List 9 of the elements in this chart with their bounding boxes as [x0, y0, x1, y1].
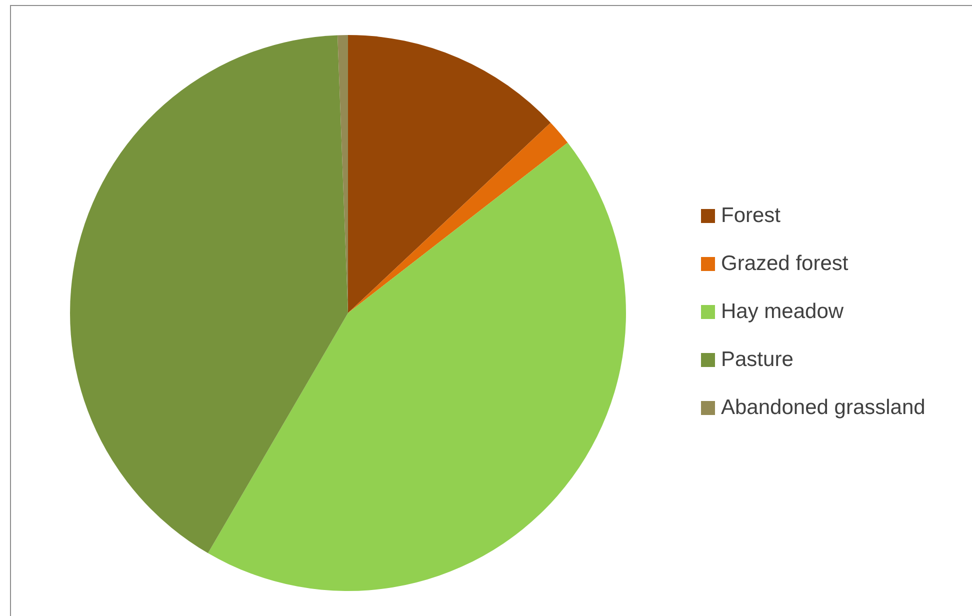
pie-slice — [348, 122, 568, 313]
legend-label: Forest — [721, 204, 781, 227]
pie-slice — [70, 35, 348, 554]
pie-slice — [208, 142, 626, 591]
legend-label: Grazed forest — [721, 252, 848, 275]
pie-slice — [348, 35, 551, 313]
legend-label: Abandoned grassland — [721, 396, 926, 419]
legend-label: Hay meadow — [721, 300, 844, 323]
legend-label: Pasture — [721, 348, 794, 371]
